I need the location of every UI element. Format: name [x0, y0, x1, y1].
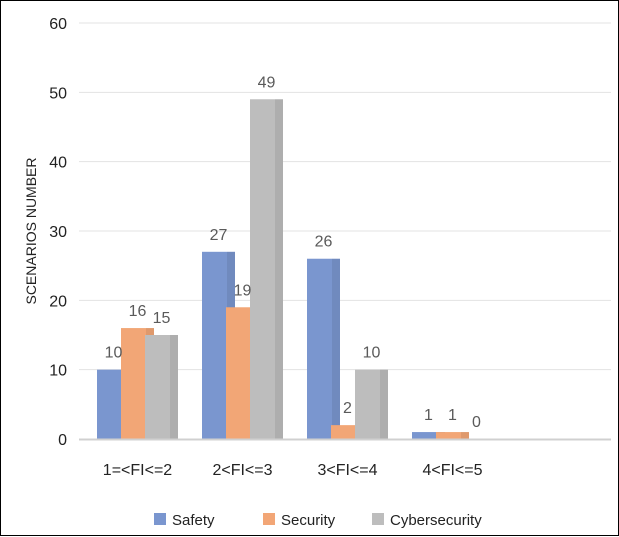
bar-cybersecurity-0: [145, 335, 178, 439]
y-tick-label: 30: [49, 224, 67, 241]
y-axis-ticks: 0 10 20 30 40 50 60: [49, 16, 67, 449]
bar-shade: [170, 335, 178, 439]
data-label-safety-2: 26: [315, 234, 333, 251]
bar-security-3: [436, 432, 469, 439]
bar-shade: [461, 432, 469, 439]
y-tick-label: 50: [49, 85, 67, 102]
y-tick-label: 10: [49, 363, 67, 380]
gridlines: [79, 22, 611, 371]
data-label-safety-0: 10: [105, 345, 123, 362]
legend-label-security: Security: [281, 512, 336, 529]
bar-cybersecurity-1: [250, 99, 283, 440]
y-tick-label: 0: [58, 432, 67, 449]
bars: [97, 99, 469, 440]
y-tick-label: 20: [49, 293, 67, 310]
x-tick-label: 3<FI<=4: [317, 462, 377, 479]
bar-safety-2: [307, 258, 340, 439]
bar-shade: [380, 369, 388, 439]
data-label-security-1: 19: [234, 282, 252, 299]
data-label-safety-1: 27: [210, 227, 228, 244]
y-tick-label: 40: [49, 155, 67, 172]
x-tick-label: 2<FI<=3: [212, 462, 272, 479]
data-label-cybersecurity-0: 15: [153, 310, 171, 327]
data-label-security-3: 1: [448, 407, 457, 424]
legend: Safety Security Cybersecurity: [154, 512, 482, 529]
data-label-security-2: 2: [343, 400, 352, 417]
y-tick-label: 60: [49, 16, 67, 33]
x-tick-label: 4<FI<=5: [422, 462, 482, 479]
bar-shade: [275, 99, 283, 440]
legend-swatch-cybersecurity: [372, 513, 384, 525]
legend-label-safety: Safety: [172, 512, 215, 529]
legend-swatch-security: [263, 513, 275, 525]
bar-cybersecurity-2: [355, 369, 388, 439]
x-axis-ticks: 1=<FI<=2 2<FI<=3 3<FI<=4 4<FI<=5: [103, 462, 483, 479]
x-tick-label: 1=<FI<=2: [103, 462, 172, 479]
data-label-security-0: 16: [129, 303, 147, 320]
legend-swatch-safety: [154, 513, 166, 525]
data-label-cybersecurity-2: 10: [363, 345, 381, 362]
data-label-cybersecurity-1: 49: [258, 74, 276, 91]
y-axis-label: SCENARIOS NUMBER: [23, 157, 39, 304]
data-label-cybersecurity-3: 0: [472, 414, 481, 431]
bar-safety-3: [412, 432, 445, 439]
bar-shade: [332, 258, 340, 439]
data-label-safety-3: 1: [424, 407, 433, 424]
legend-label-cybersecurity: Cybersecurity: [390, 512, 482, 529]
